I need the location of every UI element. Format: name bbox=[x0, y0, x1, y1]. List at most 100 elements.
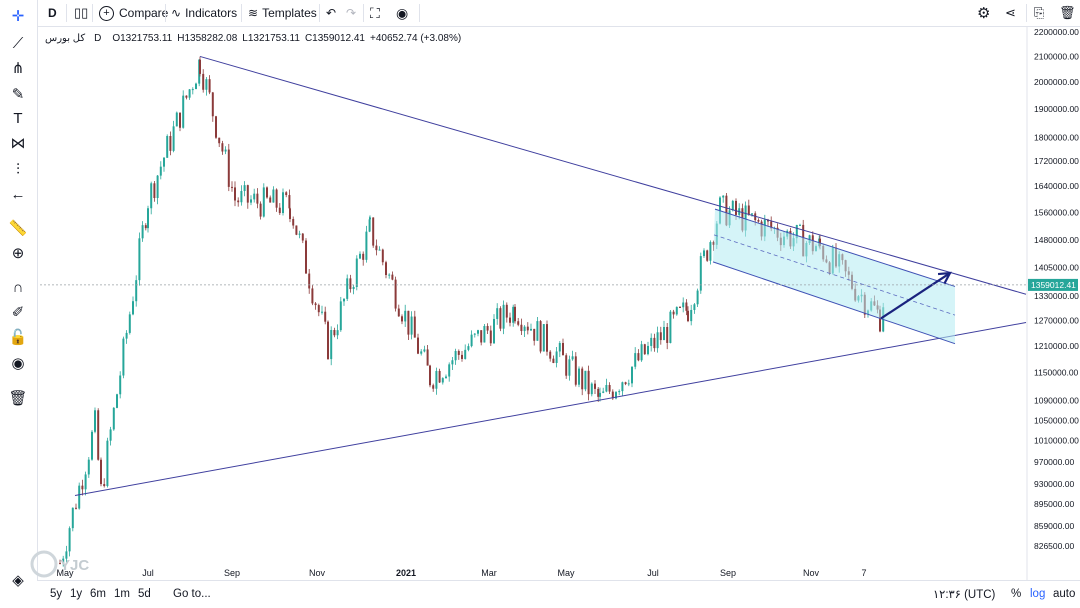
legend-high: H1358282.08 bbox=[177, 33, 238, 44]
candle-body bbox=[672, 311, 675, 315]
candle-style-icon[interactable]: ▯▯ bbox=[74, 5, 89, 20]
candle-body bbox=[587, 370, 590, 395]
candle-body bbox=[517, 321, 520, 325]
time-tick-label: Jul bbox=[647, 568, 659, 578]
candle-body bbox=[385, 262, 387, 275]
templates-button[interactable]: ≋ Templates bbox=[248, 0, 317, 26]
price-tick-label: 1800000.00 bbox=[1034, 132, 1079, 142]
candle-body bbox=[135, 280, 138, 302]
layers-icon[interactable]: ◈ bbox=[12, 572, 24, 589]
percent-toggle[interactable]: % bbox=[1011, 588, 1022, 600]
candle-body bbox=[362, 253, 365, 260]
range-1m[interactable]: 1m bbox=[114, 588, 130, 600]
candle-body bbox=[175, 112, 178, 127]
log-toggle[interactable]: log bbox=[1030, 588, 1046, 600]
candle-body bbox=[243, 185, 246, 191]
candle-body bbox=[445, 376, 447, 379]
price-tick-label: 1560000.00 bbox=[1034, 207, 1079, 217]
trash-tool-icon[interactable]: 🗑 bbox=[8, 390, 28, 407]
candle-body bbox=[159, 166, 162, 176]
magnet-icon[interactable]: ∩ bbox=[12, 278, 24, 296]
snapshot-icon[interactable]: ⎘ bbox=[1034, 5, 1045, 20]
eye-icon[interactable]: ◉ bbox=[11, 355, 25, 372]
candle-body bbox=[141, 225, 144, 239]
range-5d[interactable]: 5d bbox=[138, 588, 151, 600]
forecast-tool-icon[interactable]: ⫶ bbox=[16, 160, 20, 178]
redo-icon[interactable]: ↷ bbox=[346, 6, 357, 20]
candle-body bbox=[305, 240, 307, 274]
compare-button[interactable]: + Compare bbox=[99, 0, 168, 26]
candle-body bbox=[486, 325, 489, 331]
candle-body bbox=[656, 332, 659, 349]
candle-body bbox=[185, 95, 188, 98]
candle-body bbox=[100, 459, 102, 485]
pitchfork-tool-icon[interactable]: ⋔ bbox=[11, 60, 25, 77]
candle-body bbox=[333, 330, 336, 336]
candle-body bbox=[685, 302, 688, 311]
candle-body bbox=[97, 410, 100, 460]
candle-body bbox=[343, 298, 345, 302]
price-tick-label: 895000.00 bbox=[1034, 499, 1074, 509]
fullscreen-icon[interactable]: ⛶ bbox=[370, 4, 380, 21]
price-tick-label: 1405000.00 bbox=[1034, 262, 1079, 272]
zoom-in-icon[interactable]: ⊕ bbox=[11, 245, 25, 262]
candle-body bbox=[679, 306, 681, 308]
candle-body bbox=[722, 195, 725, 198]
candle-body bbox=[584, 370, 587, 390]
time-tick-label: Nov bbox=[309, 568, 326, 578]
candle-body bbox=[751, 213, 753, 215]
drawings bbox=[74, 55, 1027, 496]
time-tick-label: May bbox=[557, 568, 575, 578]
interval-button[interactable]: D bbox=[48, 6, 57, 20]
range-6m[interactable]: 6m bbox=[90, 588, 106, 600]
candle-body bbox=[441, 378, 444, 383]
goto-button[interactable]: Go to... bbox=[173, 588, 211, 600]
candle-body bbox=[799, 224, 801, 226]
price-chart[interactable]: 2200000.00 2100000.00 2000000.00 1900000.00… bbox=[0, 0, 1080, 580]
symbol-legend: کل بورس D O1321753.11 H1358282.08 L13217… bbox=[45, 33, 461, 44]
candle-body bbox=[359, 253, 361, 259]
candle-body bbox=[365, 231, 368, 260]
candle-body bbox=[153, 183, 156, 199]
candle-body bbox=[795, 224, 798, 239]
legend-close: C1359012.41 bbox=[304, 33, 365, 44]
crosshair-tool-icon[interactable]: ✛ bbox=[11, 8, 25, 25]
symbol-name[interactable]: کل بورس bbox=[45, 33, 86, 44]
price-tick-label: 1640000.00 bbox=[1034, 181, 1079, 191]
candle-body bbox=[611, 391, 614, 399]
candle-body bbox=[747, 205, 750, 215]
legend-low: L1321753.11 bbox=[242, 33, 300, 44]
undo-icon[interactable]: ↶ bbox=[326, 6, 337, 20]
candle-body bbox=[355, 258, 358, 287]
range-1y[interactable]: 1y bbox=[70, 588, 83, 600]
price-tick-label: 1330000.00 bbox=[1034, 291, 1079, 301]
candle-body bbox=[156, 175, 159, 199]
candle-body bbox=[509, 317, 511, 323]
indicators-button[interactable]: ∿ Indicators bbox=[171, 0, 237, 26]
candle-body bbox=[352, 286, 355, 290]
back-arrow-icon[interactable]: ← bbox=[10, 185, 26, 203]
ruler-icon[interactable]: 📏 bbox=[8, 220, 28, 237]
pattern-tool-icon[interactable]: ⋈ bbox=[10, 135, 26, 152]
lock-drawings-pen-icon[interactable]: ✐ bbox=[11, 304, 25, 321]
brush-tool-icon[interactable]: ✎ bbox=[11, 86, 25, 103]
hide-eye-icon[interactable]: ◉ bbox=[396, 4, 409, 21]
settings-gear-icon[interactable]: ⚙ bbox=[977, 5, 991, 22]
trendline-tool-icon[interactable]: ⟋ bbox=[12, 34, 24, 52]
text-tool-icon[interactable]: T bbox=[13, 109, 23, 127]
candle-body bbox=[91, 431, 93, 460]
trash-icon[interactable]: 🗑 bbox=[1059, 5, 1076, 20]
time-tick-label: Sep bbox=[224, 568, 240, 578]
clock-timezone[interactable]: ۱۲:۳۶ (UTC) bbox=[933, 589, 996, 601]
price-tick-label: 930000.00 bbox=[1034, 479, 1074, 489]
lock-icon[interactable]: 🔓 bbox=[8, 329, 28, 346]
candle-body bbox=[744, 205, 747, 231]
range-5y[interactable]: 5y bbox=[50, 588, 63, 600]
auto-toggle[interactable]: auto bbox=[1053, 588, 1076, 600]
candle-body bbox=[530, 328, 532, 331]
candle-body bbox=[637, 353, 640, 361]
add-circle-icon: + bbox=[99, 5, 114, 21]
share-icon[interactable]: ⋖ bbox=[1005, 5, 1016, 20]
watermark-text: YJC bbox=[60, 557, 89, 574]
candle-body bbox=[339, 301, 342, 331]
